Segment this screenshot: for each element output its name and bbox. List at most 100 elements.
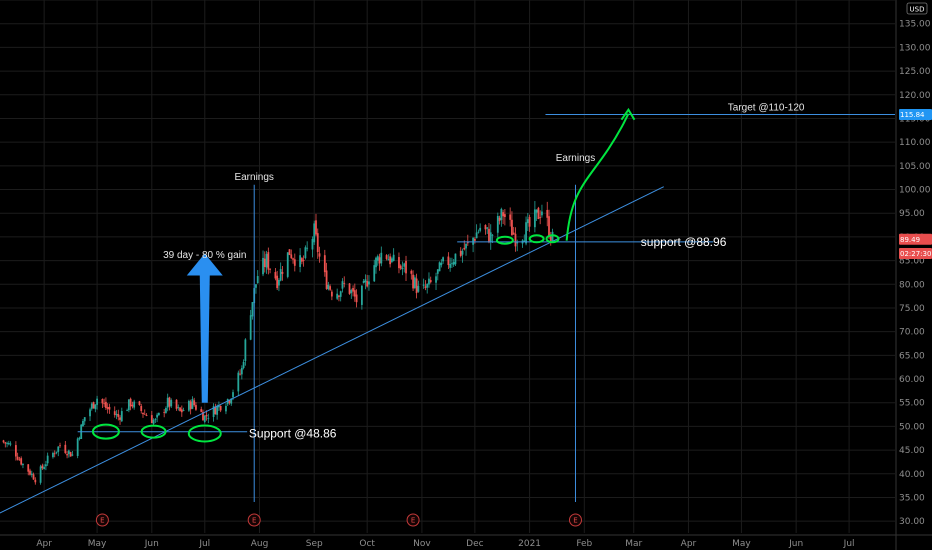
candle-body xyxy=(69,452,72,457)
candle-body xyxy=(269,268,271,270)
candle-body xyxy=(82,420,84,427)
earnings-marker-label: E xyxy=(252,517,256,525)
earnings-marker-icon[interactable] xyxy=(406,513,420,527)
candle-body xyxy=(401,267,404,270)
price-tag xyxy=(899,108,932,120)
candle-body xyxy=(64,444,67,454)
candle-body xyxy=(410,270,413,274)
candle-body xyxy=(131,404,134,407)
earnings-marker-icon[interactable] xyxy=(95,513,109,527)
candle-body xyxy=(523,240,526,242)
price-tick-label: 50.00 xyxy=(899,422,925,432)
candle-body xyxy=(316,233,319,253)
candle-body xyxy=(339,291,342,297)
candle-body xyxy=(352,288,354,292)
candle-body xyxy=(66,454,68,456)
candle-body xyxy=(290,254,293,259)
currency-badge[interactable] xyxy=(906,2,928,15)
time-tick-label: Jun xyxy=(788,539,803,549)
candle-body xyxy=(138,401,141,405)
candle-body xyxy=(165,408,167,413)
time-tick-label: May xyxy=(88,539,107,549)
highlight-ellipse xyxy=(91,423,120,440)
candle-body xyxy=(92,402,95,409)
candle-body xyxy=(216,405,219,415)
candle-body xyxy=(435,276,437,283)
earnings-marker-icon[interactable] xyxy=(568,513,582,527)
target-projection-path xyxy=(565,113,630,241)
earnings-marker-icon[interactable] xyxy=(247,513,261,527)
candle-body xyxy=(154,419,157,420)
price-tick-label: 45.00 xyxy=(899,446,925,456)
candle-body xyxy=(412,274,414,289)
time-tick-label: Jun xyxy=(144,539,159,549)
candle-body xyxy=(20,458,23,465)
candle-body xyxy=(375,257,377,268)
candle-body xyxy=(157,412,160,416)
candle-body xyxy=(205,414,208,417)
candle-body xyxy=(491,234,494,236)
time-tick-label: Jul xyxy=(843,539,855,549)
time-axis[interactable]: Apr May Jun Jul Aug Sep Oct Nov Dec 2021 Feb Mar Apr… xyxy=(0,534,932,549)
candle-body xyxy=(195,405,197,410)
candle-body xyxy=(207,417,210,419)
candle-body xyxy=(385,255,388,259)
candle-body xyxy=(373,265,376,282)
candle-body xyxy=(212,406,215,417)
highlight-ellipse xyxy=(187,424,222,443)
candle-body xyxy=(179,407,181,411)
candle-body xyxy=(496,215,499,233)
candle-body xyxy=(240,368,243,375)
price-tag-label: 89.49 xyxy=(900,236,920,244)
candle-body xyxy=(424,286,427,288)
candle-body xyxy=(360,285,363,305)
candle-body xyxy=(535,209,538,213)
candle-body xyxy=(390,258,393,262)
candle-body xyxy=(454,253,457,265)
candle-body xyxy=(108,406,111,410)
highlight-ellipse xyxy=(495,235,514,245)
candle-body xyxy=(436,269,439,274)
price-tick-label: 100.00 xyxy=(899,186,931,196)
price-tick-label: 120.00 xyxy=(899,91,931,101)
candle-body xyxy=(237,372,240,392)
candle-body xyxy=(57,446,60,452)
candle-body xyxy=(355,294,358,303)
candle-body xyxy=(353,290,356,297)
candle-body xyxy=(503,214,506,218)
candle-body xyxy=(145,415,148,416)
candle-body xyxy=(18,459,21,461)
candle-body xyxy=(417,285,420,292)
price-tick-label: 70.00 xyxy=(899,328,925,338)
candle-body xyxy=(380,252,383,264)
support-trendline[interactable] xyxy=(0,186,664,527)
candle-body xyxy=(311,239,314,250)
candle-body xyxy=(362,280,365,284)
candle-body xyxy=(516,241,519,244)
candle-body xyxy=(533,209,536,228)
candle-body xyxy=(34,479,37,483)
candle-body xyxy=(389,256,392,265)
highlight-ellipse xyxy=(140,424,167,439)
candle-body xyxy=(452,262,455,265)
candle-body xyxy=(6,442,8,444)
candle-body xyxy=(484,225,487,230)
price-tag-label: 02:27:30 xyxy=(900,250,931,258)
candle-body xyxy=(451,263,453,265)
candle-body xyxy=(152,419,155,424)
price-axis[interactable]: 30.00 35.00 40.00 45.00 50.00 55.00 60.00 65.00… xyxy=(895,0,931,550)
candle-body xyxy=(364,279,367,283)
candle-body xyxy=(378,257,381,264)
arrow-up-icon xyxy=(620,107,636,121)
candle-body xyxy=(302,260,305,261)
support-label: support @88.96 xyxy=(641,235,727,249)
candle-body xyxy=(225,405,227,412)
candle-body xyxy=(226,398,229,405)
candle-body xyxy=(459,250,462,257)
candle-body xyxy=(256,276,259,284)
candle-body xyxy=(551,231,554,242)
candle-body xyxy=(500,208,503,221)
